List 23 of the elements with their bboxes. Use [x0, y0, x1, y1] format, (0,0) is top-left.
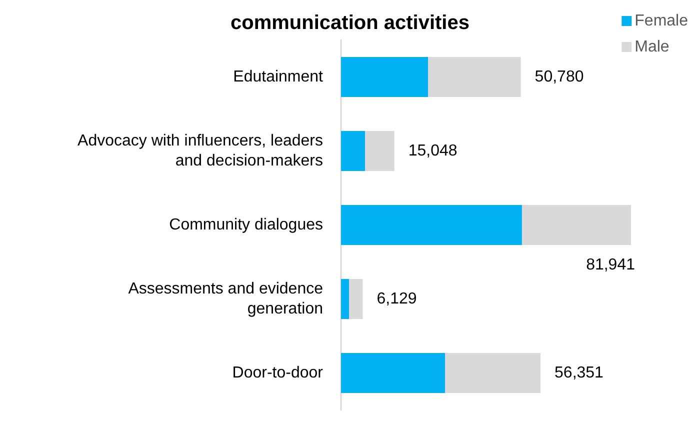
y-tick-label: Door-to-door: [232, 364, 324, 382]
y-tick-label: Edutainment: [233, 68, 324, 86]
y-tick-label: Assessments and evidence generation: [128, 280, 324, 318]
bar: [341, 57, 428, 97]
annotation: 56,351: [554, 364, 604, 382]
annotation: 15,048: [408, 142, 458, 160]
y-tick-label: Community dialogues: [169, 216, 323, 234]
legend-label: Male: [634, 38, 670, 56]
chart-title: communication activities: [230, 12, 470, 34]
annotation: 50,780: [534, 68, 584, 86]
bar: [349, 279, 363, 319]
bar: [341, 353, 446, 393]
bar: [365, 131, 394, 171]
annotation: 81,941: [586, 256, 636, 274]
bar: [341, 279, 350, 319]
bar: [445, 353, 541, 393]
bar: [428, 57, 521, 97]
legend-label: Female: [634, 12, 688, 30]
annotation: 6,129: [376, 290, 417, 308]
bar: [522, 205, 631, 245]
y-tick-label: Advocacy with influencers, leaders and decision-makers: [78, 132, 323, 170]
bar: [341, 205, 522, 245]
bar: [341, 131, 366, 171]
